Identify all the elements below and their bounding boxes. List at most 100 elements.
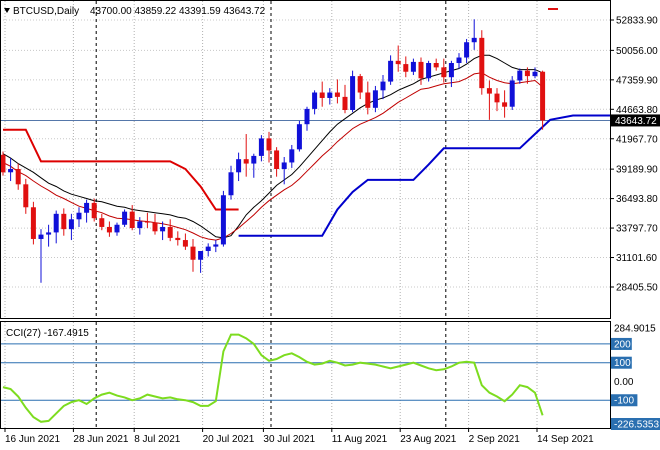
- candle-body[interactable]: [91, 202, 97, 219]
- candle-body[interactable]: [38, 234, 44, 239]
- candle-body[interactable]: [251, 155, 257, 164]
- candle-body[interactable]: [456, 57, 462, 63]
- candle-body[interactable]: [312, 92, 318, 109]
- ohlc-values: 43700.00 43859.22 43391.59 43643.72: [90, 6, 266, 17]
- candle-body[interactable]: [106, 226, 112, 233]
- candle-body[interactable]: [15, 169, 21, 185]
- candle-body[interactable]: [426, 62, 432, 79]
- candle-body[interactable]: [114, 224, 120, 233]
- candle-body[interactable]: [532, 71, 538, 77]
- price-label: 52833.90: [616, 16, 658, 27]
- cci-level-label: 100: [614, 358, 631, 369]
- price-label: 50056.00: [616, 46, 658, 57]
- candlesticks[interactable]: [0, 19, 546, 283]
- candle-body[interactable]: [418, 61, 424, 79]
- candle-body[interactable]: [509, 80, 515, 107]
- price-label: 31101.60: [616, 253, 657, 264]
- candle-body[interactable]: [122, 211, 128, 225]
- candle-body[interactable]: [137, 221, 143, 229]
- candle-body[interactable]: [334, 92, 340, 97]
- candle-body[interactable]: [540, 71, 546, 121]
- candle-body[interactable]: [486, 88, 492, 94]
- cci-panel-frame: [0, 321, 611, 429]
- candle-body[interactable]: [30, 207, 36, 239]
- candle-body[interactable]: [274, 150, 280, 170]
- cci-level-label: 200: [614, 339, 631, 350]
- candle-body[interactable]: [84, 202, 90, 213]
- candle-body[interactable]: [464, 42, 470, 58]
- candle-body[interactable]: [304, 108, 310, 125]
- time-label: 30 Jul 2021: [263, 434, 315, 445]
- candle-body[interactable]: [388, 60, 394, 82]
- candle-body[interactable]: [220, 195, 226, 245]
- symbol-label: BTCUSD,Daily: [13, 6, 79, 17]
- candle-body[interactable]: [327, 92, 333, 98]
- candle-body[interactable]: [160, 226, 166, 232]
- stop-level-bear: [3, 128, 239, 211]
- candle-body[interactable]: [152, 222, 158, 232]
- candle-body[interactable]: [213, 244, 219, 247]
- candle-body[interactable]: [198, 250, 204, 260]
- candle-body[interactable]: [76, 212, 82, 220]
- candle-body[interactable]: [175, 237, 181, 241]
- candle-body[interactable]: [258, 138, 264, 156]
- price-label: 36493.80: [616, 194, 658, 205]
- candle-body[interactable]: [296, 124, 302, 150]
- candle-body[interactable]: [410, 61, 416, 72]
- current-price-value: 43643.72: [615, 116, 657, 127]
- candle-body[interactable]: [289, 149, 295, 163]
- candle-body[interactable]: [441, 67, 447, 78]
- candle-body[interactable]: [342, 96, 348, 110]
- candle-body[interactable]: [517, 70, 523, 81]
- candle-body[interactable]: [372, 90, 378, 108]
- cci-level-label: -100: [614, 396, 634, 407]
- candle-body[interactable]: [350, 76, 356, 110]
- candle-body[interactable]: [266, 138, 272, 151]
- candle-body[interactable]: [129, 211, 135, 229]
- candle-body[interactable]: [281, 162, 287, 170]
- candle-body[interactable]: [99, 218, 105, 227]
- candle-body[interactable]: [182, 240, 188, 247]
- price-axis: 52833.90 50056.00 47359.90 44663.80 41967.70…: [610, 16, 660, 294]
- candle-body[interactable]: [403, 64, 409, 72]
- candle-body[interactable]: [61, 213, 67, 230]
- candle-body[interactable]: [319, 92, 325, 98]
- candle-body[interactable]: [46, 232, 52, 235]
- candle-body[interactable]: [53, 213, 59, 233]
- candle-body[interactable]: [357, 76, 363, 93]
- candle-body[interactable]: [236, 159, 242, 173]
- time-label: 8 Jul 2021: [134, 434, 181, 445]
- stop-levels: [3, 114, 660, 237]
- cci-line: [2, 333, 544, 423]
- collapse-triangle-icon[interactable]: [4, 8, 10, 13]
- candle-body[interactable]: [365, 92, 371, 108]
- price-label: 47359.90: [616, 75, 658, 86]
- candle-body[interactable]: [524, 70, 530, 77]
- candle-body[interactable]: [380, 81, 386, 91]
- price-label: 41967.70: [616, 134, 658, 145]
- candle-body[interactable]: [190, 246, 196, 260]
- cci-grid: [0, 343, 610, 401]
- candle-body[interactable]: [479, 37, 485, 89]
- candle-body[interactable]: [448, 62, 454, 78]
- cci-level-tag: [611, 418, 660, 430]
- time-label: 23 Aug 2021: [400, 434, 457, 445]
- candle-body[interactable]: [144, 221, 150, 223]
- candle-body[interactable]: [433, 62, 439, 68]
- candle-body[interactable]: [8, 169, 14, 173]
- candle-body[interactable]: [471, 37, 477, 43]
- candle-body[interactable]: [395, 60, 401, 65]
- candle-body[interactable]: [23, 184, 29, 208]
- candle-body[interactable]: [167, 226, 173, 238]
- price-label: 33797.70: [616, 224, 658, 235]
- candle-body[interactable]: [494, 93, 500, 103]
- candle-body[interactable]: [68, 219, 74, 230]
- candle-body[interactable]: [0, 154, 6, 173]
- candle-body[interactable]: [228, 172, 234, 196]
- candle-body[interactable]: [502, 102, 508, 107]
- main-panel-frame: [0, 0, 611, 319]
- candle-body[interactable]: [205, 246, 211, 251]
- candle-body[interactable]: [243, 159, 249, 164]
